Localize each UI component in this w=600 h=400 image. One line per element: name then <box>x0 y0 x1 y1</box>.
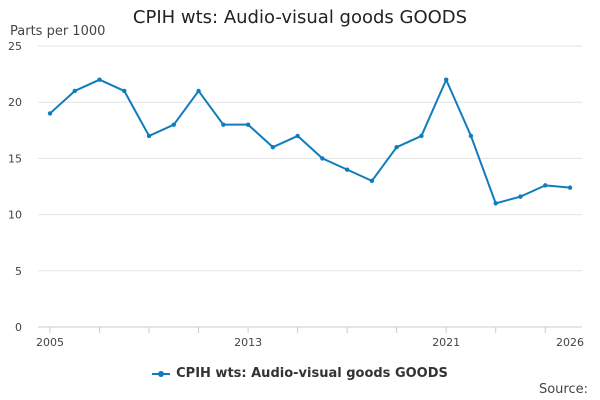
legend-label: CPIH wts: Audio-visual goods GOODS <box>176 366 448 381</box>
data-point-2025 <box>543 183 548 188</box>
data-point-2009 <box>146 133 152 139</box>
legend: CPIH wts: Audio-visual goods GOODS <box>0 366 600 383</box>
y-tick-label-2: 10 <box>8 209 22 222</box>
data-point-2019 <box>394 144 399 150</box>
x-tick-label-2: 2021 <box>432 336 460 349</box>
data-point-2021 <box>443 77 449 82</box>
y-axis-label: Parts per 1000 <box>10 24 106 39</box>
data-point-2016 <box>320 156 325 161</box>
data-point-2024 <box>518 194 523 199</box>
y-tick-label-3: 15 <box>8 152 22 165</box>
data-point-2013 <box>245 122 251 127</box>
x-tick-label-0: 2005 <box>36 336 64 349</box>
data-point-2005 <box>47 111 53 116</box>
legend-line-marker-icon <box>152 369 171 379</box>
source-label: Source: <box>538 382 588 397</box>
data-point-2018 <box>369 178 375 184</box>
data-point-2015 <box>295 133 300 139</box>
x-tick-label-1: 2013 <box>234 336 262 349</box>
data-point-2008 <box>122 88 127 94</box>
data-point-2010 <box>171 122 177 127</box>
series-line-0 <box>49 78 571 205</box>
data-point-2006 <box>72 88 77 94</box>
data-point-2017 <box>344 167 350 172</box>
data-point-2022 <box>468 133 474 139</box>
y-tick-label-1: 5 <box>15 265 22 278</box>
data-point-2020 <box>419 133 424 139</box>
y-tick-label-4: 20 <box>8 96 22 109</box>
data-point-2014 <box>270 144 276 150</box>
data-point-2026 <box>567 185 573 190</box>
data-point-2007 <box>97 77 102 82</box>
chart-title: CPIH wts: Audio-visual goods GOODS <box>132 7 468 28</box>
data-point-2011 <box>196 88 201 94</box>
data-point-2023 <box>493 201 498 206</box>
y-tick-label-5: 25 <box>8 40 22 53</box>
x-tick-label-3: 2026 <box>556 336 584 349</box>
y-tick-label-0: 0 <box>15 321 22 334</box>
data-point-2012 <box>221 122 226 127</box>
legend-item[interactable]: CPIH wts: Audio-visual goods GOODS <box>152 366 448 381</box>
